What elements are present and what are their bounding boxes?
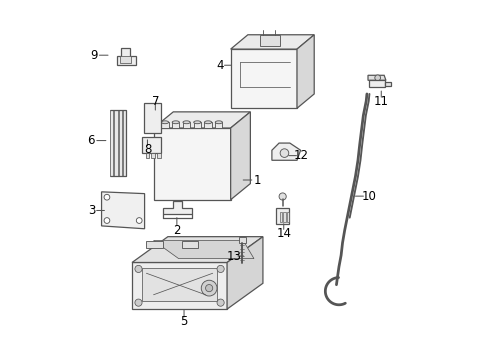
Circle shape [217,299,224,306]
Polygon shape [144,121,156,125]
Text: 5: 5 [180,315,188,328]
Polygon shape [157,153,161,158]
Circle shape [280,149,289,157]
Polygon shape [144,114,156,119]
Bar [183,122,190,128]
Bar [280,212,282,222]
Polygon shape [368,75,386,80]
Circle shape [104,194,110,200]
Text: 6: 6 [87,134,95,147]
Text: 11: 11 [374,95,389,108]
Polygon shape [117,48,136,65]
Text: 4: 4 [216,59,223,72]
Circle shape [135,299,142,306]
Polygon shape [101,192,145,229]
Circle shape [217,265,224,273]
Bar [239,237,245,243]
Bar [287,212,290,222]
Circle shape [201,280,217,296]
Polygon shape [132,237,263,262]
Polygon shape [153,240,254,258]
Text: 3: 3 [88,204,95,217]
Bar [147,241,163,248]
Polygon shape [115,110,118,176]
Circle shape [375,75,381,81]
Polygon shape [144,108,156,112]
Polygon shape [146,153,149,158]
Ellipse shape [194,121,201,124]
Text: 14: 14 [276,226,291,239]
Polygon shape [163,201,192,215]
Polygon shape [385,82,391,86]
Polygon shape [132,262,227,309]
Text: 9: 9 [90,49,98,62]
Text: 10: 10 [361,190,376,203]
Polygon shape [231,35,314,49]
Ellipse shape [215,121,222,124]
Text: 13: 13 [227,249,242,262]
Ellipse shape [204,121,212,124]
Text: 12: 12 [294,149,309,162]
Polygon shape [369,80,385,87]
Bar [215,122,222,128]
Ellipse shape [172,121,179,124]
Polygon shape [144,103,161,133]
Bar [260,36,280,45]
Text: 7: 7 [151,95,159,108]
Bar [172,122,179,128]
Polygon shape [227,237,263,309]
Polygon shape [153,112,250,128]
Polygon shape [123,110,126,176]
Polygon shape [142,137,161,153]
Polygon shape [153,128,231,200]
Text: 2: 2 [173,224,181,237]
Polygon shape [151,153,155,158]
Circle shape [104,218,110,224]
Polygon shape [144,127,156,132]
Polygon shape [110,110,113,176]
Bar [283,212,286,222]
Bar [142,268,217,301]
Polygon shape [231,112,250,200]
Text: 1: 1 [254,174,261,186]
Bar [194,122,201,128]
Circle shape [205,284,213,292]
Bar [161,122,169,128]
Polygon shape [272,143,300,160]
Ellipse shape [183,121,190,124]
Circle shape [136,218,142,224]
Bar [276,208,289,224]
Polygon shape [231,49,297,108]
Circle shape [279,193,286,200]
Polygon shape [119,110,122,176]
Bar [120,56,131,63]
Circle shape [135,265,142,273]
Ellipse shape [161,121,169,124]
Bar [204,122,212,128]
Bar [182,241,198,248]
Polygon shape [297,35,314,108]
Text: 8: 8 [144,143,151,156]
